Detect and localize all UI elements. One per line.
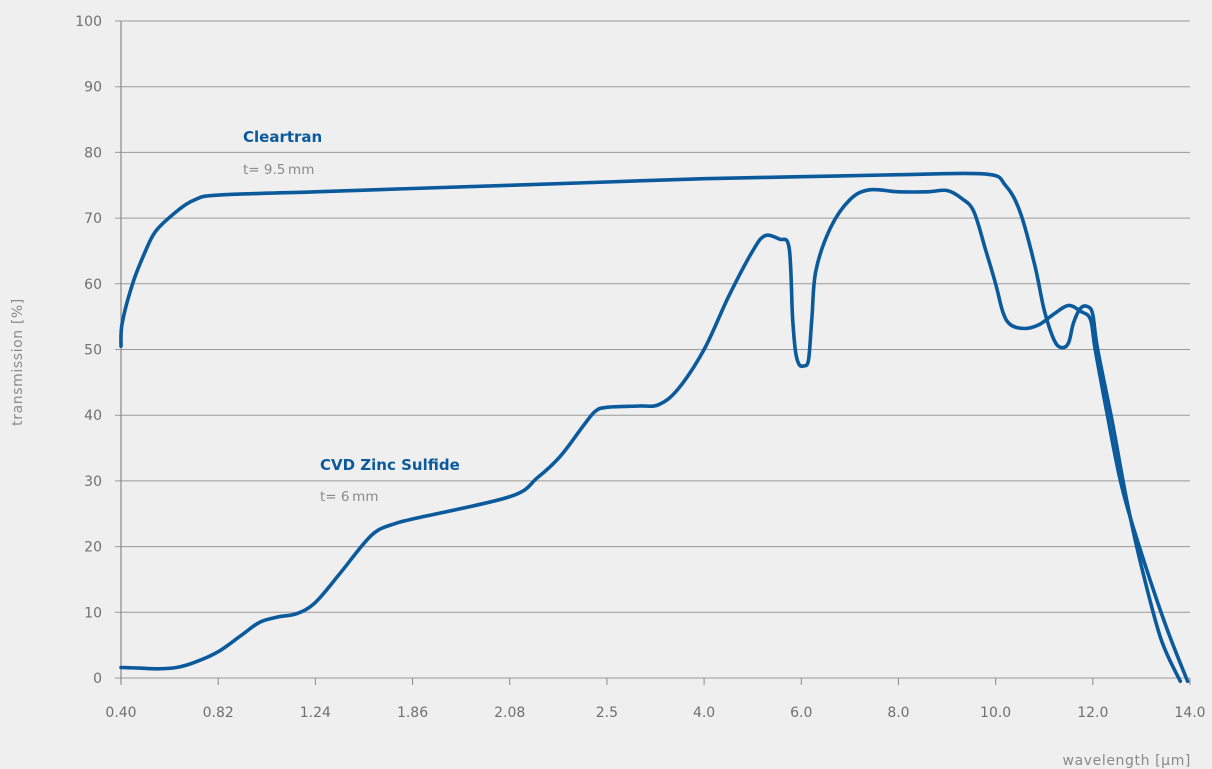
y-tick-label: 20 xyxy=(84,540,102,556)
y-tick-label: 50 xyxy=(84,343,102,359)
y-tick-label: 80 xyxy=(84,145,102,161)
x-tick-label: 10.0 xyxy=(980,705,1011,721)
y-tick-label: 60 xyxy=(84,277,102,293)
series-label-zinc-sulfide: CVD Zinc Sulfide xyxy=(320,456,460,474)
gridlines xyxy=(115,20,1190,683)
y-tick-label: 70 xyxy=(84,211,102,227)
series-line-zinc-sulfide xyxy=(119,187,1190,684)
x-tick-label: 2.5 xyxy=(596,705,618,721)
y-tick-label: 40 xyxy=(84,408,102,424)
x-axis-ticks: 0.40 0.82 1.24 1.86 2.08 2.5 4.0 6.0 8.0 10.0 12.0… xyxy=(105,678,1206,721)
y-tick-label: 30 xyxy=(84,474,102,490)
x-tick-label: 2.08 xyxy=(494,705,525,721)
series-subtitle-cleartran: t= 9.5 mm xyxy=(243,162,314,178)
y-tick-label: 0 xyxy=(93,671,102,687)
x-tick-label: 1.86 xyxy=(397,705,428,721)
series-label-cleartran: Cleartran xyxy=(243,128,322,146)
x-tick-label: 0.82 xyxy=(203,705,234,721)
x-tick-label: 0.40 xyxy=(105,705,136,721)
y-tick-label: 10 xyxy=(84,605,102,621)
series-lines xyxy=(119,171,1190,684)
x-axis-label: wavelength [µm] xyxy=(1063,753,1191,769)
y-tick-label: 90 xyxy=(84,80,102,96)
x-tick-label: 1.24 xyxy=(300,705,331,721)
x-tick-label: 4.0 xyxy=(693,705,715,721)
y-axis-label: transmission [%] xyxy=(10,298,26,426)
x-tick-label: 6.0 xyxy=(790,705,812,721)
series-line-cleartran xyxy=(119,171,1183,684)
x-tick-label: 12.0 xyxy=(1077,705,1108,721)
y-axis-ticks: 0 10 20 30 40 50 60 70 80 90 100 xyxy=(75,14,102,687)
y-tick-label: 100 xyxy=(75,14,102,30)
x-tick-label: 8.0 xyxy=(887,705,909,721)
x-tick-label: 14.0 xyxy=(1174,705,1205,721)
series-subtitle-zinc-sulfide: t= 6 mm xyxy=(320,489,378,505)
